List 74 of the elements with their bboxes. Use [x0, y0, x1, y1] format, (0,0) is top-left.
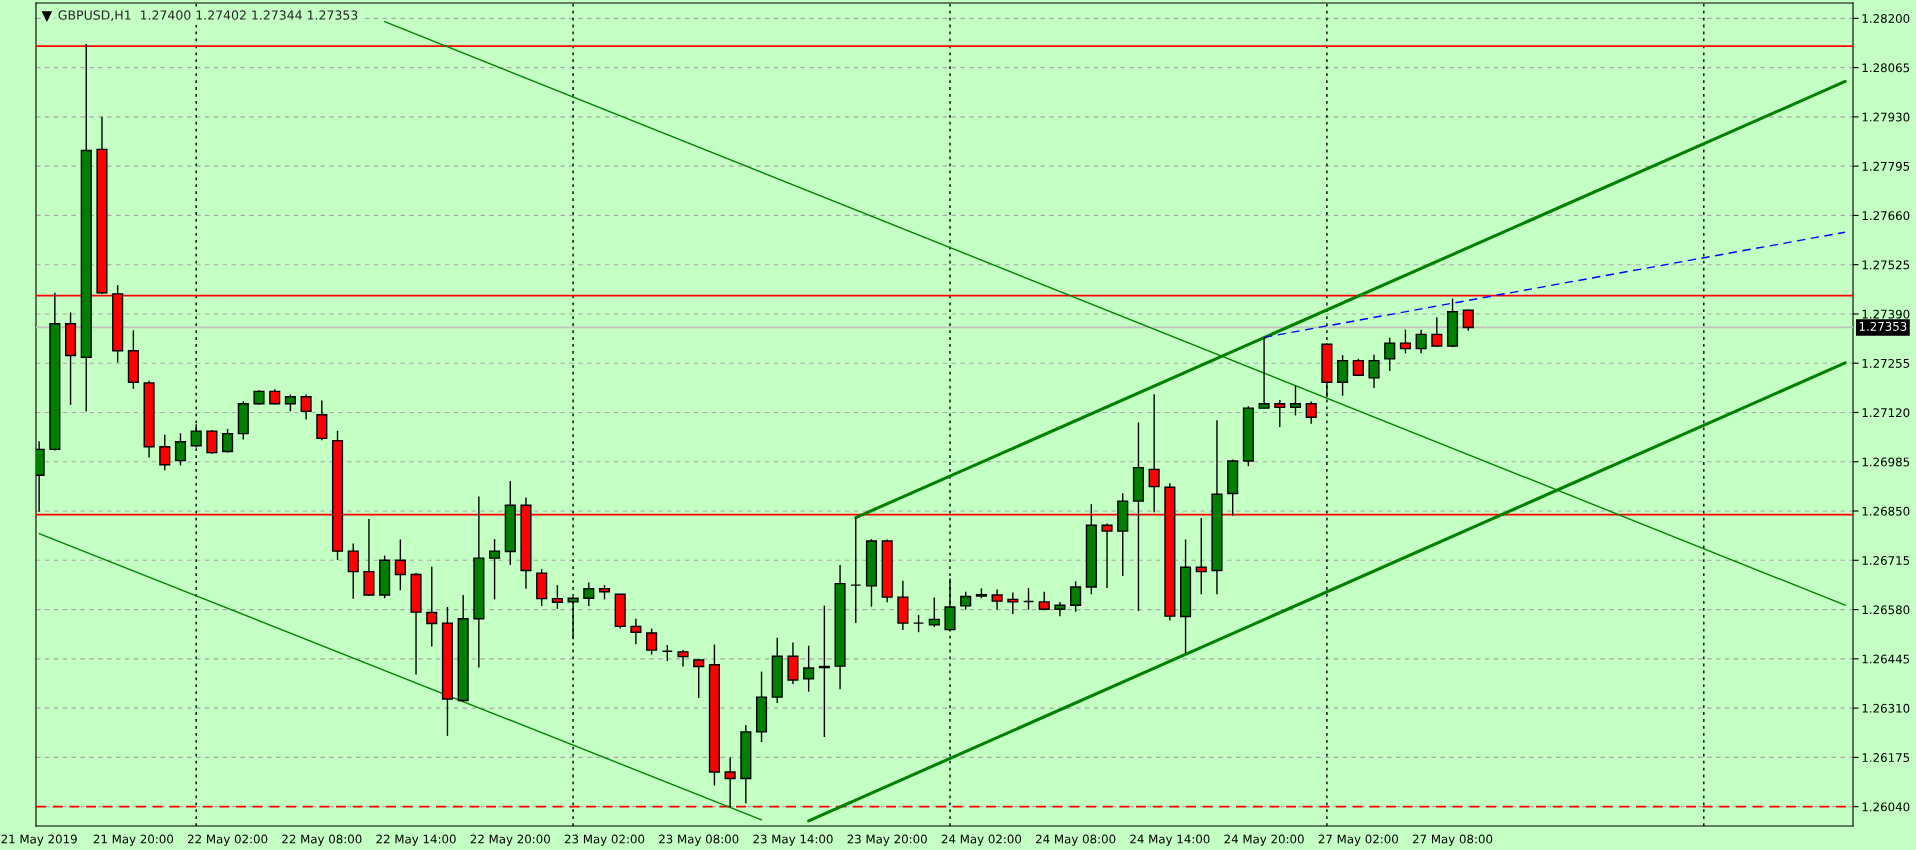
candlestick: [159, 434, 171, 471]
candlestick: [316, 399, 328, 441]
candlestick: [693, 658, 705, 699]
y-tick-label: 1.26310: [1862, 703, 1910, 713]
y-tick-label: 1.27660: [1862, 211, 1910, 221]
x-tick-label: 24 May 20:00: [1224, 834, 1304, 846]
candlestick: [646, 627, 658, 656]
x-tick-label: 22 May 14:00: [376, 834, 456, 846]
candlestick: [1305, 400, 1317, 425]
y-tick-label: 1.27795: [1862, 161, 1910, 171]
y-tick-label: 1.26040: [1862, 802, 1910, 812]
candlestick: [928, 596, 940, 628]
candlestick: [394, 538, 406, 591]
x-tick-label: 23 May 14:00: [753, 834, 833, 846]
x-tick-label: 21 May 2019: [1, 834, 77, 846]
candlestick: [677, 649, 689, 668]
candlestick: [174, 432, 187, 467]
y-tick-label: 1.26175: [1862, 753, 1910, 763]
x-tick-label: 23 May 02:00: [564, 834, 645, 846]
candlestick: [1368, 354, 1380, 389]
x-tick-label: 23 May 20:00: [847, 834, 927, 846]
ref-line-label: 1.27353: [1859, 321, 1907, 331]
candlestick: [1337, 354, 1349, 397]
candlestick: [991, 588, 1003, 611]
candlestick: [363, 518, 375, 597]
x-tick-label: 22 May 02:00: [187, 834, 268, 846]
y-tick-label: 1.26580: [1862, 605, 1910, 615]
x-tick-label: 24 May 14:00: [1130, 834, 1210, 846]
candlestick: [1289, 385, 1302, 417]
candlestick: [1054, 601, 1066, 617]
y-tick-label: 1.27120: [1862, 408, 1910, 418]
candlestick: [1101, 522, 1113, 589]
x-tick-label: 24 May 02:00: [941, 834, 1022, 846]
candlestick: [1258, 336, 1270, 410]
x-tick-label: 22 May 20:00: [470, 834, 550, 846]
y-tick-label: 1.27525: [1862, 260, 1910, 270]
candlestick: [300, 393, 312, 421]
candlestick: [489, 538, 501, 601]
candlestick: [1274, 399, 1286, 428]
candlestick: [1007, 591, 1019, 615]
candlestick: [1415, 328, 1427, 355]
candlestick: [426, 566, 438, 648]
y-tick-label: 1.27255: [1862, 358, 1910, 368]
candlestick: [630, 618, 642, 645]
candlestick: [222, 428, 234, 454]
candlestick: [1070, 580, 1082, 613]
candlestick: [724, 756, 736, 808]
x-tick-label: 27 May 02:00: [1318, 834, 1398, 846]
candlestick: [803, 645, 815, 693]
candlestick: [850, 516, 862, 624]
candlestick: [1022, 587, 1035, 611]
y-tick-label: 1.26850: [1862, 506, 1910, 516]
candlestick: [1148, 393, 1160, 513]
y-tick-label: 1.28065: [1862, 63, 1910, 73]
x-tick-label: 23 May 08:00: [659, 834, 739, 846]
candlestick: [1399, 328, 1411, 355]
x-tick-label: 22 May 08:00: [282, 834, 362, 846]
candlestick: [347, 542, 359, 600]
x-tick-label: 24 May 08:00: [1036, 834, 1116, 846]
x-tick-label: 27 May 08:00: [1412, 834, 1493, 846]
y-tick-label: 1.27930: [1862, 112, 1910, 122]
y-tick-label: 1.28200: [1862, 14, 1910, 23]
candlestick: [551, 584, 563, 610]
candlestick: [583, 581, 595, 607]
x-tick-label: 21 May 20:00: [93, 834, 174, 846]
y-tick-label: 1.27390: [1862, 309, 1910, 319]
candlestick: [206, 429, 218, 455]
y-tick-label: 1.26445: [1862, 654, 1910, 664]
candlestick: [787, 641, 799, 685]
text: GBPUSD,H1 1.27400 1.27402 1.27344 1.27353: [58, 10, 358, 22]
y-tick-label: 1.26985: [1862, 457, 1910, 467]
candlestick: [1431, 316, 1443, 348]
candlestick: [1384, 336, 1396, 372]
y-tick-label: 1.26715: [1862, 556, 1910, 565]
